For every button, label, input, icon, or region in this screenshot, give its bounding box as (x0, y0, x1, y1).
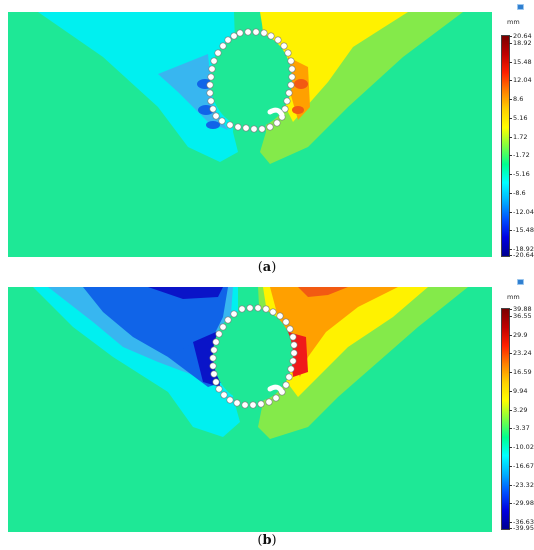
colorbar-tick-mark (509, 390, 512, 392)
colorbar-tick-mark (509, 447, 512, 449)
colorbar-tick-label: 39.88 (513, 305, 532, 313)
colorbar-tick-mark (509, 484, 512, 486)
colorbar-tick-mark (509, 230, 512, 232)
colorbar-tick-label: 20.64 (513, 32, 532, 40)
colorbar-tick-label: -18.92 (513, 245, 534, 253)
colorbar-tick-label: 23.24 (513, 349, 532, 358)
colorbar-tick-label: -3.37 (513, 424, 530, 433)
colorbar-tick-mark (509, 61, 512, 63)
colorbar-unit-a: mm (507, 18, 520, 26)
caption-a: (a) (257, 260, 277, 275)
comsol-logo-icon (517, 279, 524, 285)
colorbar-tick-label: -16.67 (513, 461, 534, 470)
pile-ring-b (209, 304, 298, 409)
colorbar-tick-label: 1.72 (513, 132, 528, 141)
colorbar-tick-mark (509, 43, 512, 44)
colorbar-tick-mark (509, 211, 512, 213)
colorbar-tick-label: -23.32 (513, 480, 534, 489)
comsol-logo-icon (517, 4, 524, 10)
colorbar-tick-label: -29.98 (513, 499, 534, 508)
colorbar-tick-mark (509, 372, 512, 374)
colorbar-tick-mark (509, 99, 512, 101)
colorbar-tick-label: -20.64 (513, 251, 534, 259)
colorbar-tick-label: -1.72 (513, 151, 530, 160)
colorbar-tick-mark (509, 316, 512, 317)
colorbar-tick-label: -8.6 (513, 188, 526, 197)
colorbar-tick-mark (509, 309, 512, 310)
colorbar-tick-label: 36.55 (513, 312, 532, 320)
colorbar-tick-label: 18.92 (513, 39, 532, 47)
contour-map-a (8, 12, 492, 257)
pile-ring-a (206, 28, 296, 133)
colorbar-tick-label: -36.63 (513, 518, 534, 526)
colorbar-tick-label: -15.48 (513, 226, 534, 235)
contour-plot-b (8, 287, 492, 532)
colorbar-tick-mark (509, 36, 512, 37)
colorbar-tick-mark (509, 353, 512, 355)
colorbar-tick-mark (509, 522, 512, 523)
colorbar-unit-b: mm (507, 293, 520, 301)
colorbar-tick-label: 9.94 (513, 386, 528, 395)
panel-b: mm 39.88 36.55 29.9 23.24 16.59 9.94 3.29 -3.37… (0, 275, 534, 550)
colorbar-tick-label: 8.6 (513, 95, 524, 104)
colorbar-b (501, 308, 510, 530)
panel-a: mm 20.64 18.92 15.48 12.04 8.6 5.16 1.72 -1.72 -… (8, 4, 534, 275)
colorbar-tick-label: 15.48 (513, 57, 532, 66)
colorbar-tick-label: 12.04 (513, 76, 532, 85)
colorbar-tick-mark (509, 465, 512, 467)
caption-b: (b) (257, 533, 277, 548)
colorbar-tick-mark (509, 409, 512, 411)
colorbar-tick-label: -5.16 (513, 170, 530, 179)
colorbar-tick-mark (509, 428, 512, 430)
colorbar-tick-label: -12.04 (513, 207, 534, 216)
colorbar-tick-mark (509, 80, 512, 82)
colorbar-tick-label: -39.95 (513, 524, 534, 532)
colorbar-a (501, 35, 510, 257)
colorbar-tick-label: 5.16 (513, 113, 528, 122)
colorbar-tick-mark (509, 528, 512, 529)
colorbar-tick-mark (509, 334, 512, 336)
colorbar-tick-mark (509, 174, 512, 176)
colorbar-tick-label: 29.9 (513, 330, 528, 339)
colorbar-tick-label: 3.29 (513, 405, 528, 414)
colorbar-tick-label: -10.02 (513, 443, 534, 452)
colorbar-tick-mark (509, 192, 512, 194)
colorbar-tick-mark (509, 249, 512, 250)
colorbar-tick-mark (509, 255, 512, 256)
colorbar-tick-label: 16.59 (513, 368, 532, 377)
contour-plot-a (8, 12, 492, 257)
colorbar-tick-mark (509, 503, 512, 505)
colorbar-tick-mark (509, 155, 512, 157)
contour-map-b (8, 287, 492, 532)
colorbar-tick-mark (509, 136, 512, 138)
colorbar-tick-mark (509, 117, 512, 119)
